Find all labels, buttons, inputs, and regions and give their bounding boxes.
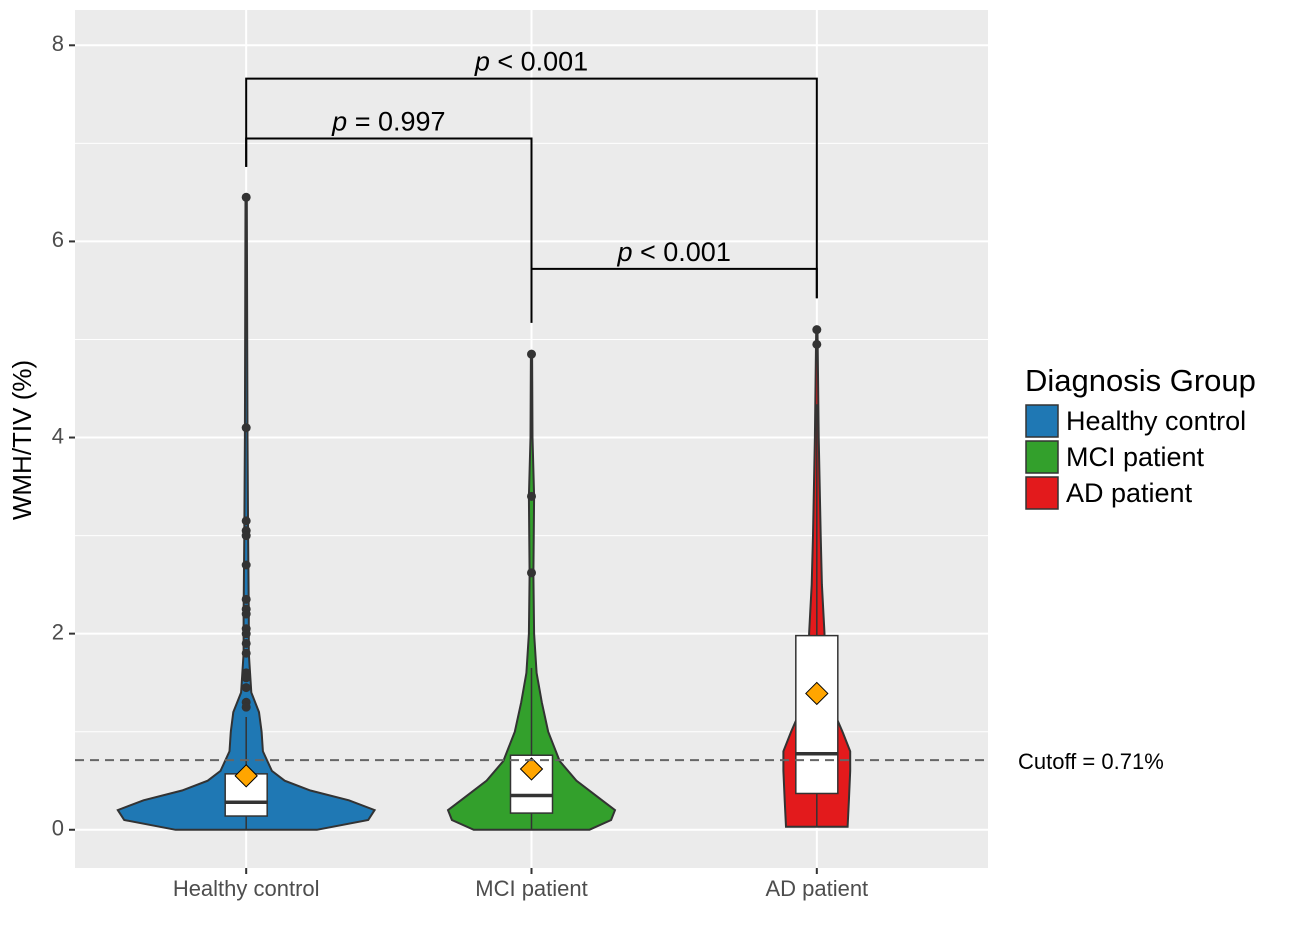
outlier: [527, 349, 536, 359]
outlier: [241, 516, 251, 526]
outlier: [527, 568, 536, 578]
significance-bracket: [245, 137, 533, 323]
legend-label: AD patient: [1066, 478, 1193, 508]
outlier: [241, 648, 251, 658]
y-tick-label: 2: [52, 619, 64, 644]
significance-bracket: [245, 77, 818, 299]
outlier: [241, 531, 251, 541]
outlier: [241, 683, 251, 693]
p-value-label: p < 0.001: [474, 47, 588, 77]
outlier: [812, 325, 822, 335]
outlier: [241, 702, 251, 712]
legend-key: [1025, 440, 1059, 474]
outlier: [241, 192, 251, 202]
p-value-label: p = 0.997: [331, 107, 445, 137]
outlier: [241, 594, 251, 604]
cutoff-label: Cutoff = 0.71%: [1018, 749, 1164, 774]
mean-marker: [805, 681, 829, 706]
legend-label: MCI patient: [1066, 442, 1205, 472]
legend-key: [1025, 404, 1059, 438]
p-value-label: p < 0.001: [616, 237, 730, 267]
y-tick-label: 8: [52, 31, 64, 56]
x-tick-label: MCI patient: [475, 876, 588, 901]
outlier: [241, 423, 251, 433]
y-tick-label: 0: [52, 816, 64, 841]
outlier: [241, 560, 251, 570]
y-tick-label: 4: [52, 423, 64, 448]
legend-label: Healthy control: [1066, 406, 1246, 436]
significance-bracket: [530, 267, 818, 323]
y-axis-title: WMH/TIV (%): [7, 360, 37, 520]
x-tick-label: AD patient: [765, 876, 868, 901]
mean-marker: [519, 757, 544, 781]
outlier: [527, 491, 536, 501]
outlier: [812, 339, 822, 349]
outlier: [241, 629, 251, 639]
x-tick-label: Healthy control: [173, 876, 320, 901]
legend-title: Diagnosis Group: [1025, 363, 1256, 398]
mean-marker: [234, 764, 258, 788]
box: [795, 634, 839, 795]
outlier: [241, 673, 251, 683]
y-tick-label: 6: [52, 227, 64, 252]
legend-key: [1025, 476, 1059, 510]
outlier: [241, 609, 251, 619]
outlier: [241, 638, 251, 648]
